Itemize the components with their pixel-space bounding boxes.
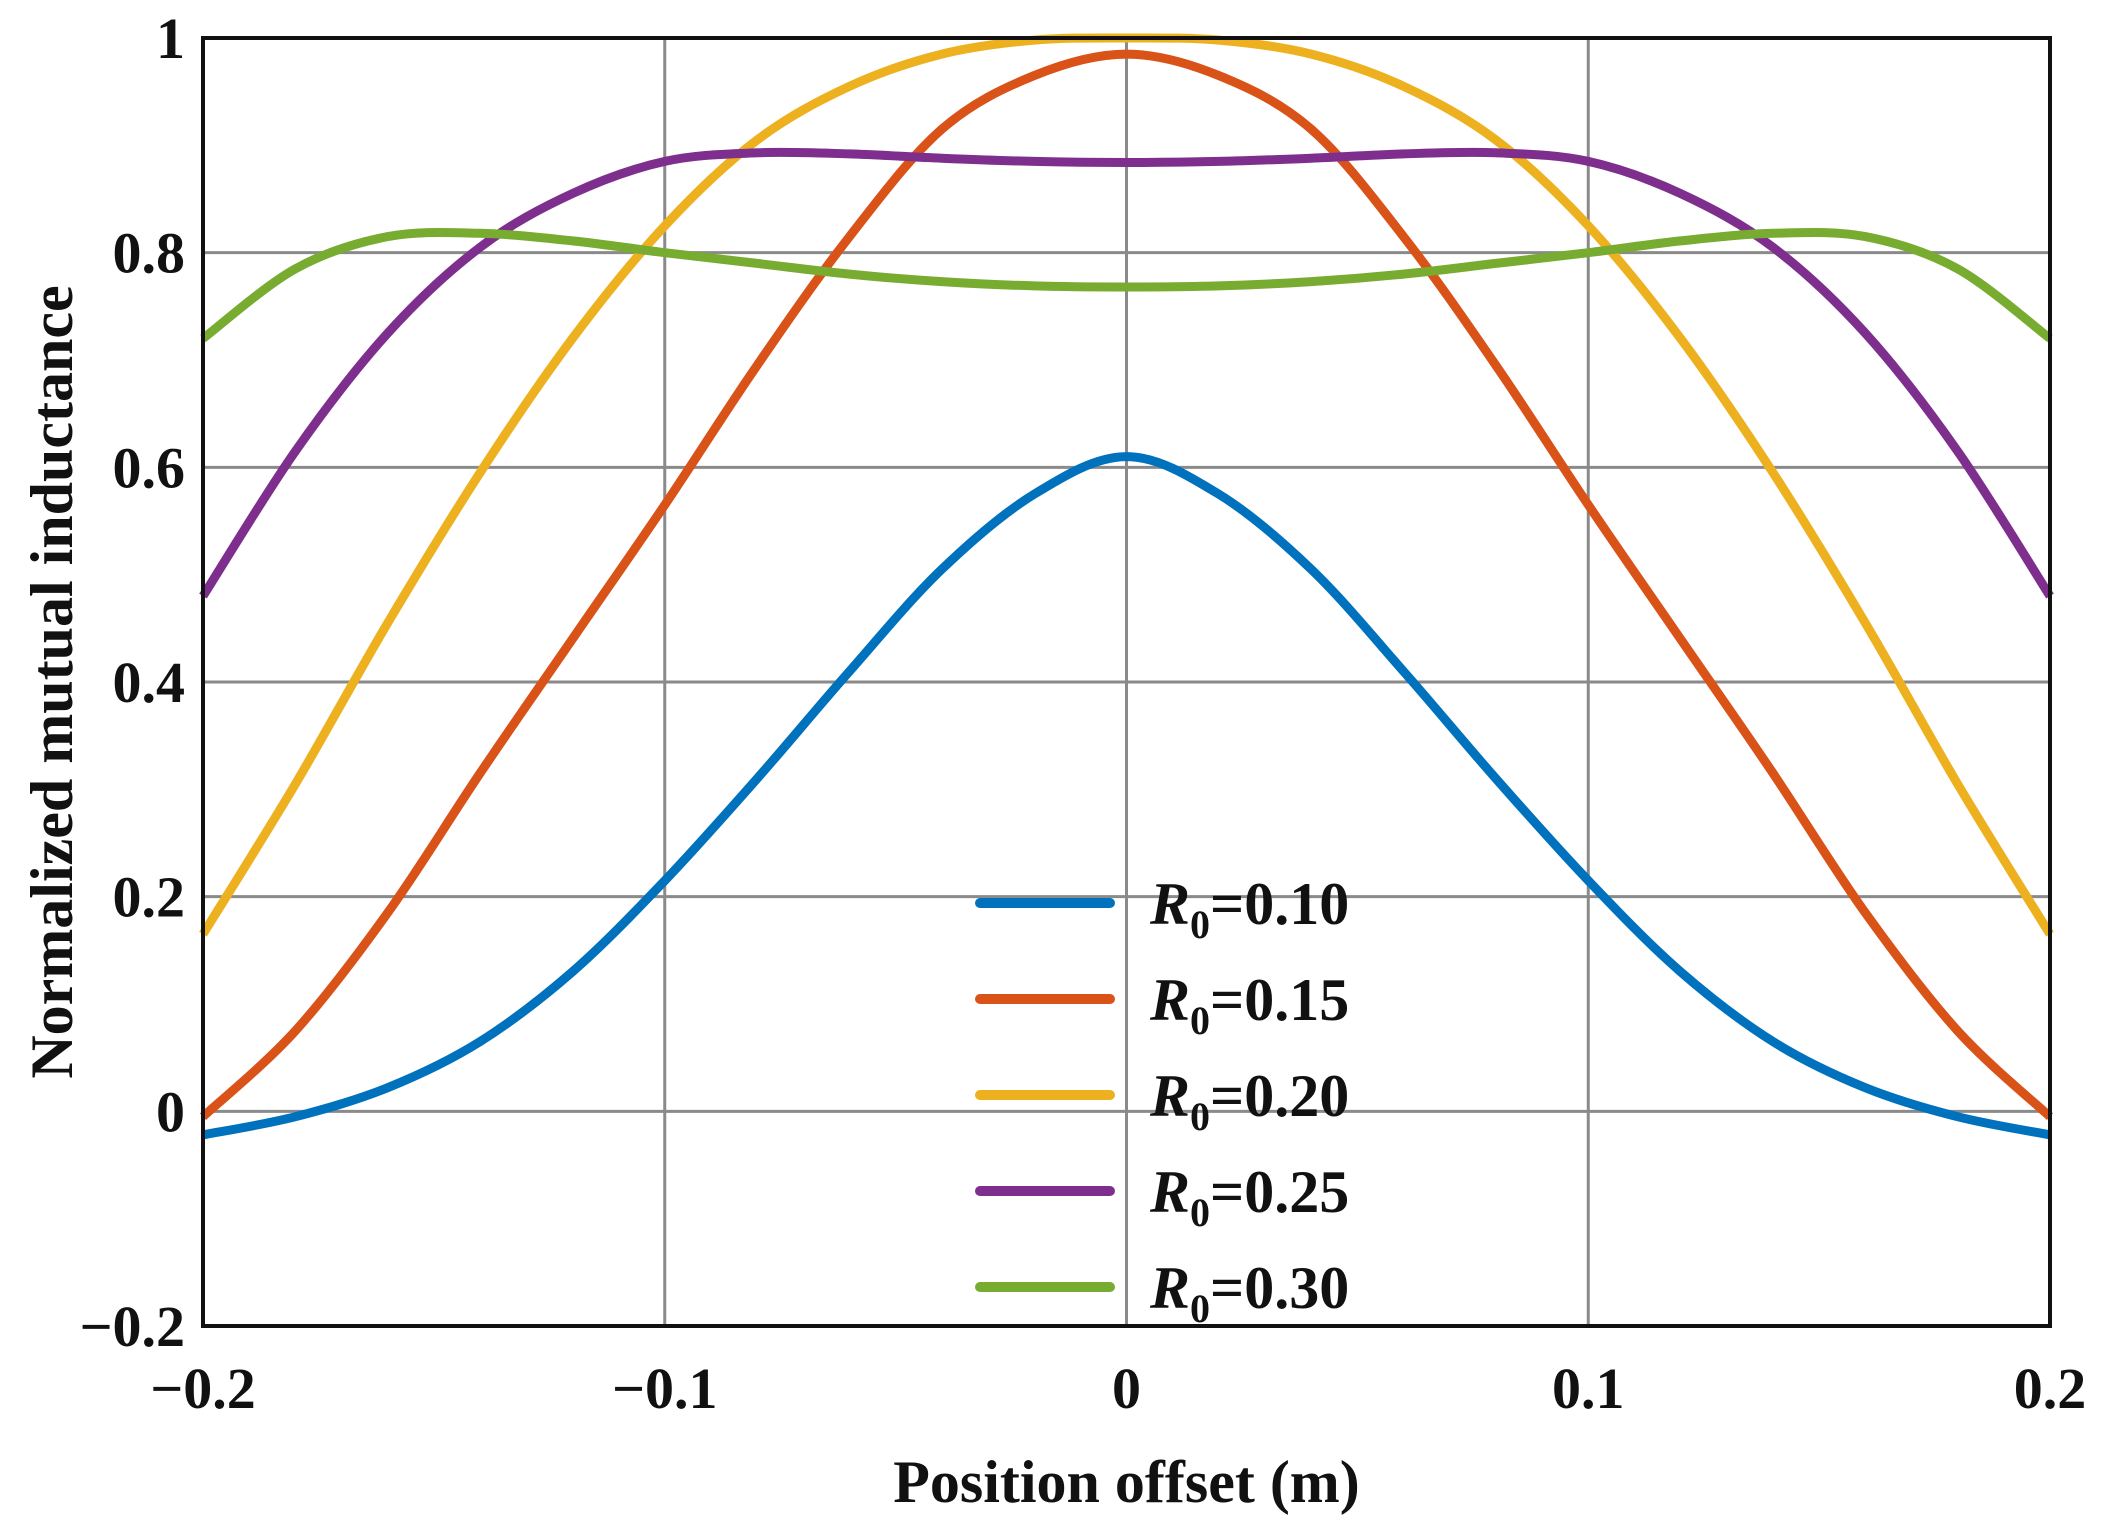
legend-subscript: 0: [1190, 1094, 1210, 1139]
legend-label: R0=0.30: [1149, 1255, 1349, 1331]
x-tick-label: 0: [1112, 1356, 1141, 1421]
y-axis-title: Normalized mutual inductance: [19, 285, 85, 1078]
y-tick-label: 0: [156, 1079, 185, 1144]
legend-symbol: R: [1149, 1159, 1190, 1225]
y-tick-label: 0.4: [113, 650, 186, 715]
x-axis-title: Position offset (m): [893, 1449, 1360, 1515]
plot-frame: [201, 36, 2052, 1328]
legend-label: R0=0.20: [1149, 1063, 1349, 1139]
legend-value: =0.15: [1210, 967, 1349, 1033]
legend-symbol: R: [1149, 871, 1190, 937]
series-line-r0-0-15: [199, 49, 2054, 1120]
legend-subscript: 0: [1190, 1190, 1210, 1235]
legend-entry: R0=0.30: [975, 1255, 1349, 1331]
legend-entry: R0=0.25: [975, 1159, 1349, 1235]
legend-label: R0=0.25: [1149, 1159, 1349, 1235]
x-tick-label: 0.1: [1552, 1356, 1625, 1421]
legend-label: R0=0.10: [1149, 871, 1349, 947]
series-line-r0-0-25: [199, 147, 2054, 599]
legend-subscript: 0: [1190, 1286, 1210, 1331]
y-tick-label: 0.6: [113, 435, 186, 500]
y-tick-label: 1: [156, 6, 185, 71]
legend-symbol: R: [1149, 967, 1190, 1033]
y-tick-label: −0.2: [79, 1294, 185, 1359]
x-tick-label: 0.2: [2014, 1356, 2087, 1421]
y-tick-label: 0.2: [113, 865, 186, 930]
legend-value: =0.20: [1210, 1063, 1349, 1129]
tick-labels: −0.2 −0.1 0 0.1 0.2 −0.2 0 0.2 0.4 0.6 0.8 1: [79, 6, 2086, 1421]
y-tick-label: 0.8: [113, 221, 186, 286]
legend-value: =0.30: [1210, 1255, 1349, 1321]
legend-entry: R0=0.15: [975, 967, 1349, 1043]
series-line-r0-0-10: [202, 452, 2051, 1140]
legend-subscript: 0: [1190, 902, 1210, 947]
grid: [201, 36, 2052, 1328]
legend-entry: R0=0.10: [975, 871, 1349, 947]
legend-label: R0=0.15: [1149, 967, 1349, 1043]
series-line-r0-0-30: [200, 227, 2053, 343]
legend-value: =0.10: [1210, 871, 1349, 937]
legend-symbol: R: [1149, 1063, 1190, 1129]
legend-symbol: R: [1149, 1255, 1190, 1321]
legend-entry: R0=0.20: [975, 1063, 1349, 1139]
x-tick-label: −0.2: [150, 1356, 256, 1421]
legend-value: =0.25: [1210, 1159, 1349, 1225]
x-tick-label: −0.1: [612, 1356, 718, 1421]
legend-subscript: 0: [1190, 998, 1210, 1043]
